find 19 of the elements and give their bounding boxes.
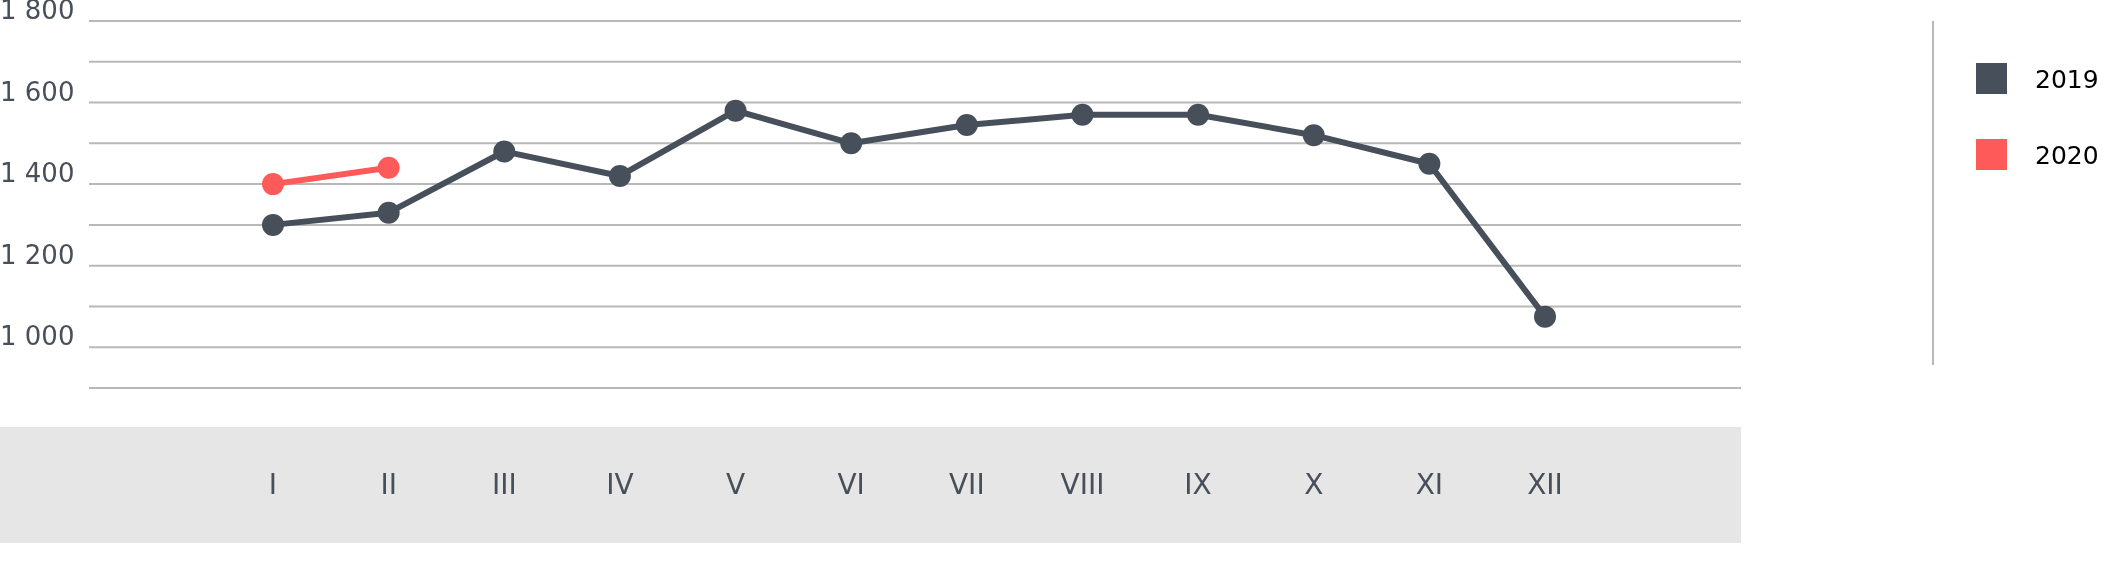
x-tick-label: VIII [1060,468,1105,501]
legend-label: 2019 [2035,65,2099,94]
x-tick-label: IV [606,468,634,501]
y-tick-label: 1 000 [0,321,75,352]
x-tick-label: IX [1184,468,1212,501]
x-tick-label: V [725,468,746,501]
y-tick-label: 1 200 [0,239,75,270]
x-tick-label: I [268,468,278,501]
x-tick-label: XII [1527,468,1563,501]
y-tick-label: 1 400 [0,158,75,189]
x-tick-label: VI [837,468,865,501]
legend-label: 2020 [2035,141,2099,170]
x-tick-label: II [380,468,397,501]
x-tick-label: X [1304,468,1324,501]
y-tick-label: 1 800 [0,0,75,25]
y-tick-label: 1 600 [0,76,75,107]
x-tick-label: VII [948,468,985,501]
x-tick-label: XI [1415,468,1444,501]
x-tick-label: III [491,468,517,501]
